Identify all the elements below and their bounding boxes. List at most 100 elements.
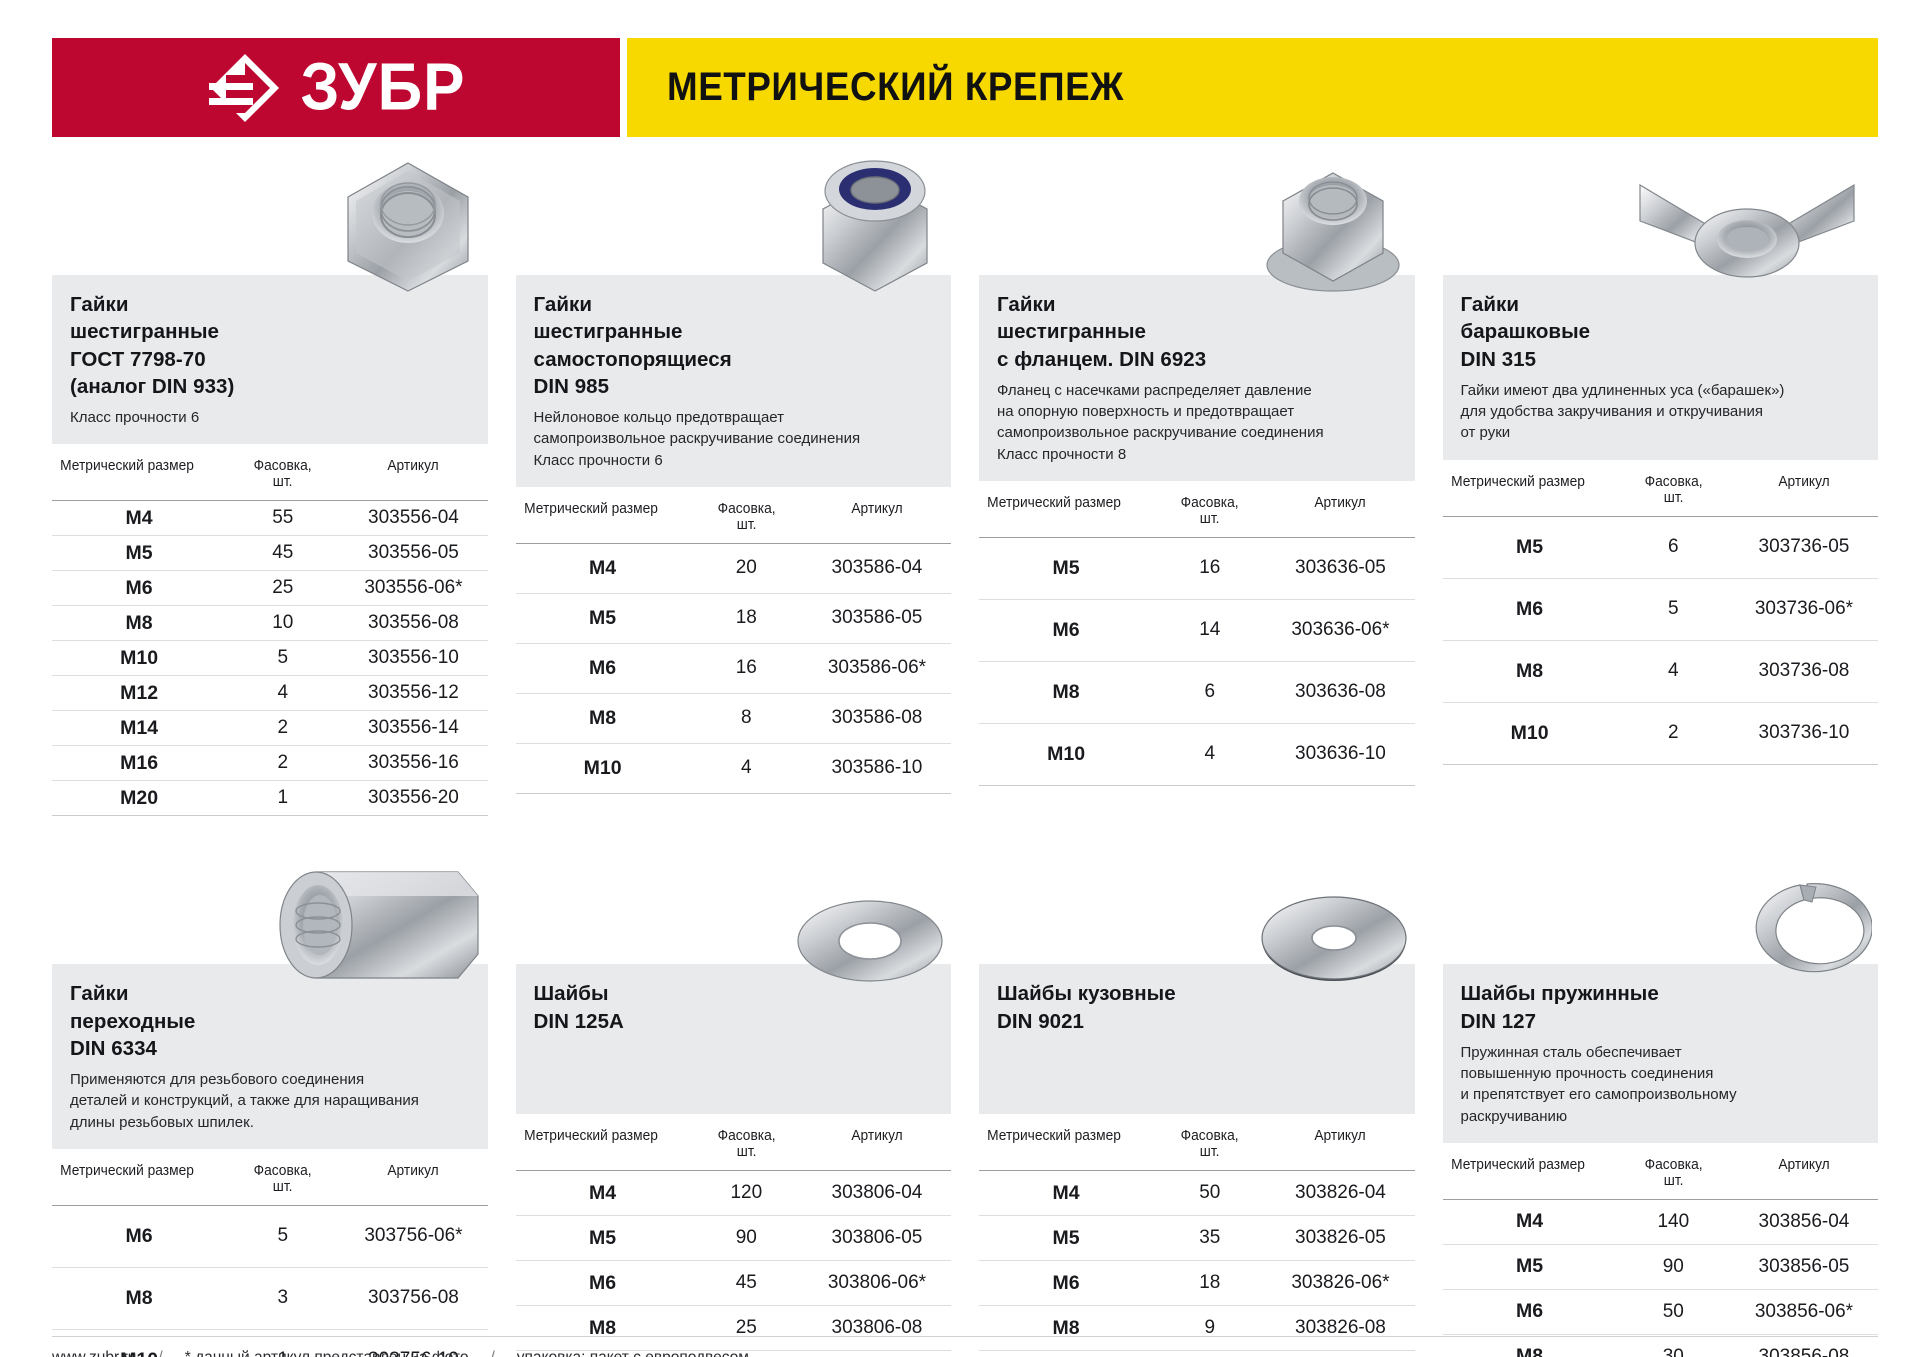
table-row: M5 16 303636-05	[979, 537, 1415, 600]
cell-pack: 9	[1153, 1305, 1267, 1352]
cell-pack: 120	[689, 1170, 803, 1217]
column-header-article: Артикул	[806, 1126, 948, 1172]
cell-size: M6	[1442, 1289, 1617, 1335]
product-card-header: Гайки шестигранные с фланцем. DIN 6923 Флан…	[979, 275, 1415, 481]
cell-article: 303556-04	[339, 500, 488, 537]
cell-article: 303826-04	[1266, 1170, 1415, 1217]
hex-nut-icon	[334, 157, 482, 297]
cell-article: 303806-10	[802, 1350, 951, 1357]
spec-table-header-row: Метрический размер Фасовка, шт. Артикул	[516, 498, 952, 544]
cell-pack: 2	[226, 710, 340, 747]
cell-size: M5	[1442, 516, 1617, 579]
footer-website[interactable]: www.zubr.ru	[52, 1349, 136, 1357]
cell-article: 303756-08	[339, 1267, 488, 1330]
product-title: Гайки барашковые DIN 315	[1461, 291, 1749, 373]
nylon-insert-lock-nut-icon	[805, 151, 945, 297]
cell-pack: 25	[226, 570, 340, 607]
spec-table: Метрический размер Фасовка, шт. Артикул M6 5 3…	[52, 1160, 488, 1357]
table-row: M16 2 303556-16	[52, 745, 488, 782]
cell-article: 303586-06*	[802, 643, 951, 694]
product-title-line: Шайбы	[533, 982, 609, 1006]
cell-size: M14	[52, 710, 227, 747]
table-row: M4 20 303586-04	[515, 543, 951, 594]
product-title-line: шестигранные	[533, 320, 683, 344]
cell-article: 303586-08	[802, 693, 951, 744]
cell-article: 303736-06*	[1729, 578, 1878, 641]
product-image-area	[979, 856, 1415, 982]
cell-size: M10	[52, 640, 227, 677]
cell-size: M10	[1442, 702, 1617, 765]
column-header-pack: Фасовка, шт.	[1156, 1126, 1264, 1172]
product-card-hex-flange-nuts-din-6923: Гайки шестигранные с фланцем. DIN 6923 Флан…	[979, 167, 1415, 816]
cell-article: 303856-06*	[1729, 1289, 1878, 1335]
table-row: M8 6 303636-08	[979, 661, 1415, 724]
table-row: M5 18 303586-05	[515, 593, 951, 644]
spec-table-header-row: Метрический размер Фасовка, шт. Артикул	[979, 1126, 1415, 1172]
product-title-line: DIN 127	[1460, 1009, 1537, 1033]
product-image-area	[52, 856, 488, 979]
brand-wordmark: ЗУБР	[300, 49, 466, 125]
table-row: M4 140 303856-04	[1442, 1199, 1878, 1245]
product-card-hex-nuts-gost-7798-70: Гайки шестигранные ГОСТ 7798-70 (аналог DIN…	[52, 162, 488, 817]
cell-size: M6	[1442, 578, 1617, 641]
product-title-line: (аналог DIN 933)	[70, 374, 235, 398]
cell-size: M4	[515, 1170, 690, 1217]
cell-pack: 55	[226, 500, 340, 537]
column-header-pack: Фасовка, шт.	[229, 1160, 337, 1206]
cell-pack: 140	[1616, 1199, 1730, 1245]
product-description-line: длины резьбовых шпилек.	[70, 1113, 254, 1131]
cell-pack: 5	[226, 640, 340, 677]
cell-size: M6	[979, 1260, 1154, 1307]
cell-size: M10	[515, 743, 690, 794]
product-card-washers-din-125a: Шайбы DIN 125A Метрический размер Фасовка, ш…	[515, 856, 951, 1357]
cell-size: M4	[1442, 1199, 1617, 1245]
cell-size: M4	[979, 1170, 1154, 1217]
product-description: Пружинная сталь обеспечивает повышенную п…	[1461, 1042, 1861, 1127]
cell-pack: 3	[226, 1267, 340, 1330]
column-header-pack-main: Фасовка,	[253, 458, 312, 475]
column-header-article: Артикул	[1733, 1154, 1875, 1200]
page-header: ЗУБР МЕТРИЧЕСКИЙ КРЕПЕЖ	[52, 38, 1878, 137]
cell-article: 303556-05	[339, 535, 488, 572]
product-image-area	[52, 162, 488, 292]
table-row: M6 18 303826-06*	[979, 1260, 1415, 1307]
brand-logo-block: ЗУБР	[52, 38, 620, 137]
coupling-nut-icon	[252, 866, 482, 986]
column-header-size: Метрический размер	[1446, 471, 1613, 517]
cell-pack: 4	[1153, 1350, 1267, 1357]
cell-size: M6	[52, 1205, 227, 1268]
column-header-pack: Фасовка, шт.	[1619, 471, 1728, 517]
cell-pack: 4	[689, 743, 803, 794]
product-title: Шайбы DIN 125A	[534, 980, 934, 1035]
cell-size: M6	[515, 1260, 690, 1307]
cell-size: M5	[515, 1215, 690, 1262]
column-header-pack-unit: шт.	[1199, 1144, 1220, 1161]
table-row: M8 3 303756-08	[52, 1267, 488, 1330]
table-row: M6 14 303636-06*	[979, 599, 1415, 662]
table-row: M4 120 303806-04	[515, 1170, 951, 1217]
cell-size: M10	[979, 723, 1154, 786]
product-description: Применяются для резьбового соединения дет…	[70, 1069, 470, 1133]
column-header-pack-main: Фасовка,	[1180, 494, 1239, 511]
cell-size: M6	[979, 599, 1154, 662]
spec-table-header-row: Метрический размер Фасовка, шт. Артикул	[1443, 1154, 1879, 1200]
column-header-pack-main: Фасовка,	[717, 1128, 776, 1145]
column-header-pack-unit: шт.	[736, 1144, 757, 1161]
wing-nut-icon	[1622, 177, 1872, 297]
table-row: M5 35 303826-05	[979, 1215, 1415, 1262]
catalog-page: ЗУБР МЕТРИЧЕСКИЙ КРЕПЕЖ Гайки шестигранны…	[0, 38, 1920, 1357]
spec-table-header-row: Метрический размер Фасовка, шт. Артикул	[52, 456, 488, 502]
table-row: M14 2 303556-14	[52, 710, 488, 747]
spec-table: Метрический размер Фасовка, шт. Артикул M4 50…	[979, 1126, 1415, 1357]
cell-article: 303636-10	[1266, 723, 1415, 786]
column-header-size: Метрический размер	[519, 1126, 686, 1172]
table-row: M4 50 303826-04	[979, 1170, 1415, 1217]
cell-size: M8	[1442, 640, 1617, 703]
table-row: M5 90 303856-05	[1442, 1244, 1878, 1290]
cell-article: 303826-08	[1266, 1305, 1415, 1352]
cell-pack: 18	[1153, 1260, 1267, 1307]
table-row: M12 4 303556-12	[52, 675, 488, 712]
footer-separator-2: /	[490, 1349, 494, 1357]
table-row: M5 45 303556-05	[52, 535, 488, 572]
product-title-line: шестигранные	[997, 320, 1146, 344]
